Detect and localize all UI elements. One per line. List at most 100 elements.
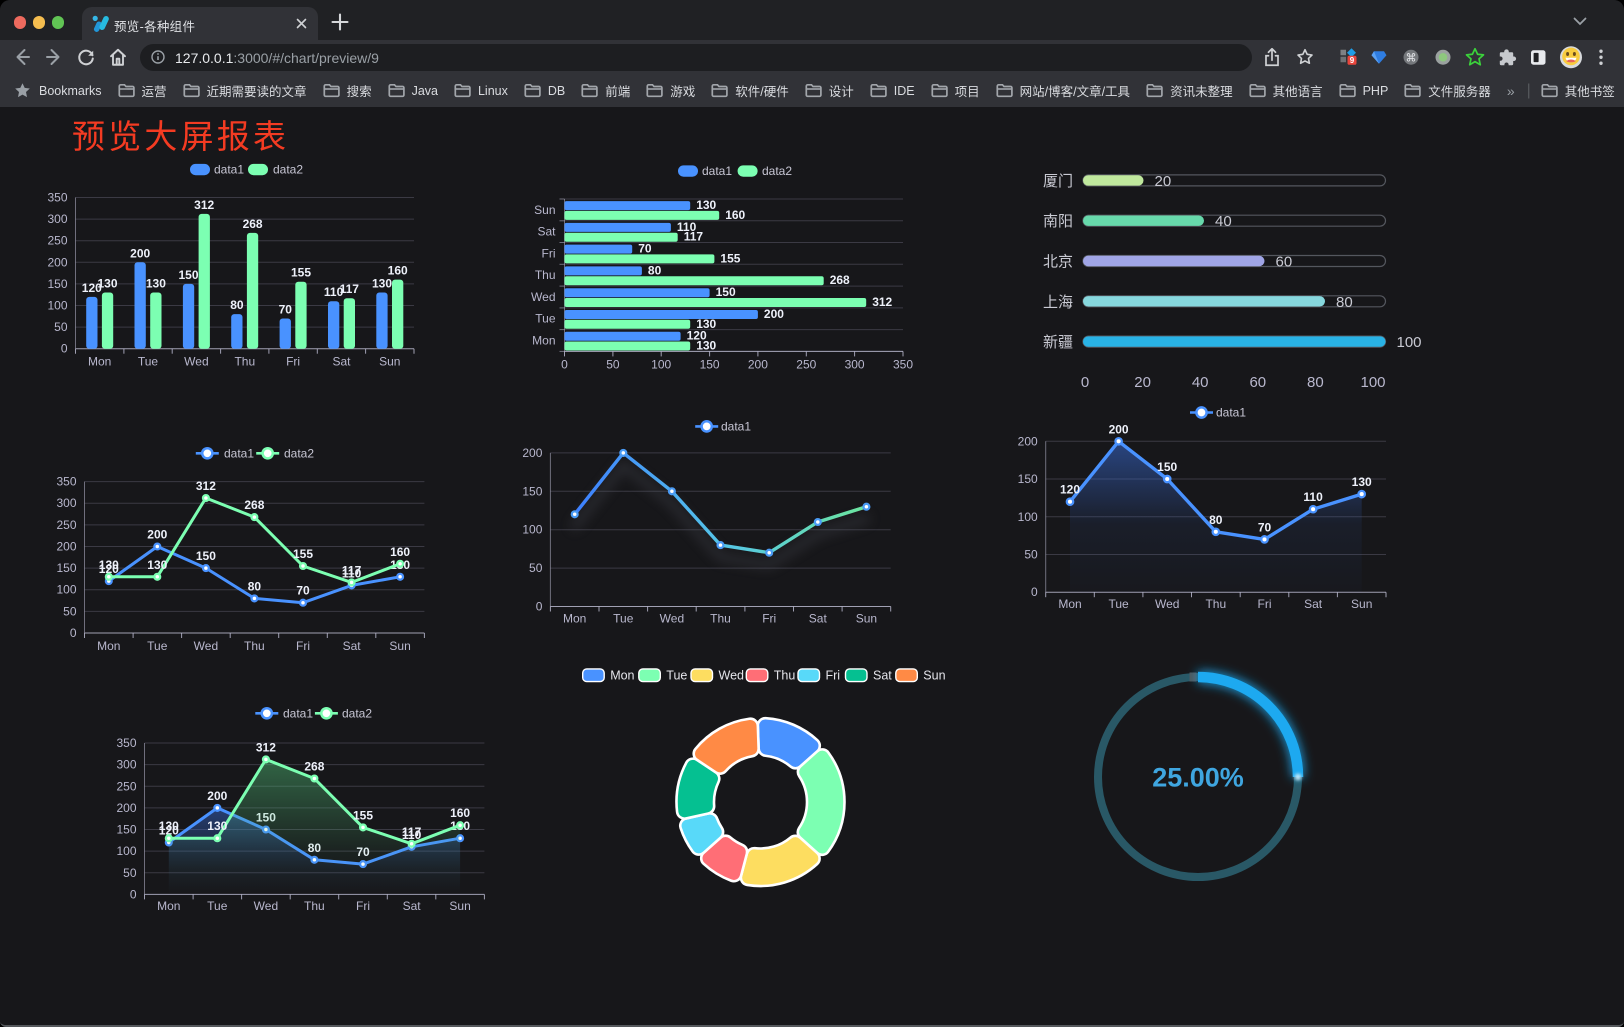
svg-text:Thu: Thu bbox=[1205, 597, 1226, 611]
svg-text:Sun: Sun bbox=[856, 611, 877, 625]
svg-text:100: 100 bbox=[1397, 334, 1422, 351]
svg-text:150: 150 bbox=[56, 561, 76, 575]
svg-text:Sun: Sun bbox=[923, 669, 945, 683]
svg-text:155: 155 bbox=[720, 251, 740, 265]
svg-text:Sun: Sun bbox=[534, 203, 555, 217]
svg-text:Thu: Thu bbox=[710, 611, 731, 625]
svg-text:Mon: Mon bbox=[88, 355, 111, 369]
svg-text:110: 110 bbox=[677, 220, 697, 234]
svg-text:data1: data1 bbox=[224, 447, 254, 461]
svg-text:150: 150 bbox=[1018, 472, 1038, 486]
svg-text:150: 150 bbox=[716, 285, 736, 299]
svg-text:data1: data1 bbox=[702, 164, 732, 178]
svg-text:Tue: Tue bbox=[666, 669, 687, 683]
svg-text:Thu: Thu bbox=[234, 355, 255, 369]
svg-text:Wed: Wed bbox=[184, 355, 208, 369]
svg-text:Fri: Fri bbox=[542, 246, 556, 260]
svg-text:200: 200 bbox=[147, 528, 167, 542]
svg-text:Tue: Tue bbox=[535, 312, 556, 326]
svg-text:40: 40 bbox=[1192, 374, 1209, 391]
svg-text:200: 200 bbox=[748, 358, 768, 372]
svg-text:0: 0 bbox=[536, 600, 543, 614]
svg-text:Fri: Fri bbox=[296, 639, 310, 653]
svg-text:25.00%: 25.00% bbox=[1152, 763, 1244, 793]
svg-text:250: 250 bbox=[56, 518, 76, 532]
svg-text:350: 350 bbox=[116, 736, 136, 750]
svg-text:312: 312 bbox=[256, 740, 276, 754]
svg-text:150: 150 bbox=[47, 277, 67, 291]
svg-text:110: 110 bbox=[1303, 490, 1323, 504]
svg-text:20: 20 bbox=[1155, 173, 1172, 190]
svg-text:130: 130 bbox=[99, 558, 119, 572]
svg-text:40: 40 bbox=[1215, 213, 1232, 230]
svg-text:200: 200 bbox=[522, 446, 542, 460]
svg-text:130: 130 bbox=[97, 277, 117, 291]
svg-text:150: 150 bbox=[522, 484, 542, 498]
svg-text:200: 200 bbox=[764, 307, 784, 321]
svg-text:0: 0 bbox=[1031, 585, 1038, 599]
svg-text:300: 300 bbox=[116, 758, 136, 772]
svg-text:130: 130 bbox=[146, 277, 166, 291]
svg-text:150: 150 bbox=[196, 549, 216, 563]
svg-text:50: 50 bbox=[529, 561, 543, 575]
svg-text:117: 117 bbox=[342, 563, 362, 577]
svg-text:200: 200 bbox=[47, 255, 67, 269]
svg-text:268: 268 bbox=[243, 217, 263, 231]
svg-text:300: 300 bbox=[47, 212, 67, 226]
svg-text:0: 0 bbox=[61, 342, 68, 356]
svg-text:120: 120 bbox=[159, 824, 179, 838]
svg-text:268: 268 bbox=[304, 760, 324, 774]
svg-text:150: 150 bbox=[1157, 460, 1177, 474]
svg-text:Mon: Mon bbox=[610, 669, 634, 683]
svg-text:200: 200 bbox=[56, 540, 76, 554]
svg-text:130: 130 bbox=[159, 819, 179, 833]
svg-text:120: 120 bbox=[1060, 483, 1080, 497]
svg-text:312: 312 bbox=[194, 198, 214, 212]
svg-text:100: 100 bbox=[651, 358, 671, 372]
svg-text:130: 130 bbox=[372, 277, 392, 291]
svg-text:70: 70 bbox=[279, 303, 293, 317]
svg-text:200: 200 bbox=[116, 801, 136, 815]
svg-text:350: 350 bbox=[893, 358, 913, 372]
svg-text:80: 80 bbox=[248, 579, 262, 593]
svg-text:150: 150 bbox=[178, 268, 198, 282]
svg-text:80: 80 bbox=[1336, 294, 1353, 311]
svg-text:70: 70 bbox=[296, 584, 310, 598]
svg-text:Fri: Fri bbox=[1258, 597, 1272, 611]
svg-text:Wed: Wed bbox=[719, 669, 745, 683]
svg-text:Sun: Sun bbox=[379, 355, 400, 369]
svg-text:0: 0 bbox=[561, 358, 568, 372]
svg-text:100: 100 bbox=[116, 844, 136, 858]
svg-text:312: 312 bbox=[872, 295, 892, 309]
svg-text:data1: data1 bbox=[214, 163, 244, 177]
svg-text:Fri: Fri bbox=[826, 669, 841, 683]
svg-text:厦门: 厦门 bbox=[1043, 173, 1073, 190]
svg-text:南阳: 南阳 bbox=[1043, 213, 1073, 230]
svg-text:50: 50 bbox=[123, 866, 137, 880]
svg-text:120: 120 bbox=[687, 329, 707, 343]
svg-text:0: 0 bbox=[130, 887, 137, 901]
svg-text:250: 250 bbox=[796, 358, 816, 372]
svg-text:100: 100 bbox=[56, 583, 76, 597]
svg-text:110: 110 bbox=[324, 285, 344, 299]
svg-text:Thu: Thu bbox=[535, 268, 556, 282]
svg-text:上海: 上海 bbox=[1043, 294, 1073, 311]
svg-text:268: 268 bbox=[244, 498, 264, 512]
svg-text:300: 300 bbox=[56, 496, 76, 510]
svg-text:150: 150 bbox=[700, 358, 720, 372]
svg-text:268: 268 bbox=[830, 273, 850, 287]
svg-text:70: 70 bbox=[638, 242, 652, 256]
svg-text:0: 0 bbox=[1081, 374, 1089, 391]
svg-text:70: 70 bbox=[1258, 520, 1272, 534]
svg-text:data1: data1 bbox=[721, 420, 751, 434]
svg-text:20: 20 bbox=[1134, 374, 1151, 391]
svg-text:Wed: Wed bbox=[1155, 597, 1179, 611]
svg-text:Thu: Thu bbox=[244, 639, 265, 653]
svg-text:data2: data2 bbox=[273, 163, 303, 177]
svg-text:50: 50 bbox=[54, 320, 68, 334]
svg-text:160: 160 bbox=[390, 545, 410, 559]
svg-text:data1: data1 bbox=[1216, 406, 1246, 420]
svg-text:155: 155 bbox=[291, 266, 311, 280]
svg-text:155: 155 bbox=[293, 547, 313, 561]
svg-text:Sun: Sun bbox=[1351, 597, 1372, 611]
